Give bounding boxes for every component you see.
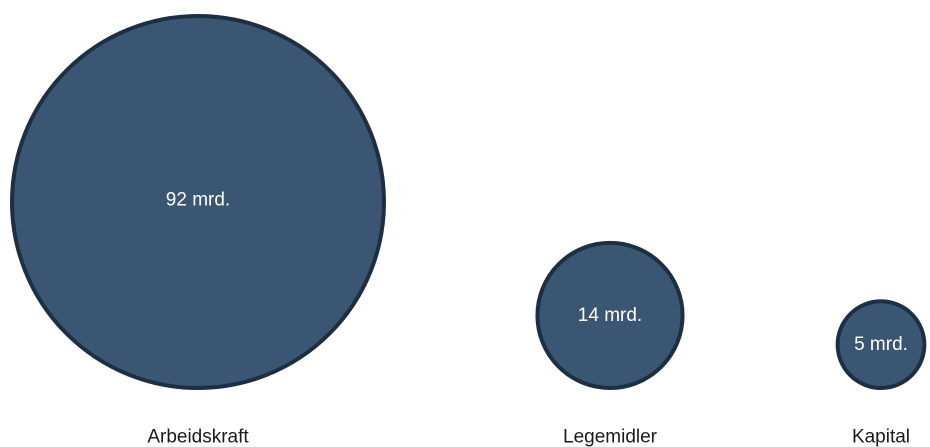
bubble-legemidler: [535, 240, 685, 391]
bubble-group: 14 mrd. Legemidler: [535, 240, 685, 447]
bubble-kapital: [835, 299, 927, 390]
bubble-group: 5 mrd. Kapital: [835, 299, 927, 447]
value-label-kapital: 5 mrd.: [854, 334, 908, 355]
category-label-legemidler: Legemidler: [563, 427, 658, 447]
bubble-arbeidskraft: [10, 14, 386, 390]
category-label-kapital: Kapital: [852, 427, 910, 447]
category-label-arbeidskraft: Arbeidskraft: [147, 427, 249, 447]
value-label-arbeidskraft: 92 mrd.: [166, 190, 230, 211]
bubble-group: 92 mrd. Arbeidskraft: [10, 14, 386, 447]
value-label-legemidler: 14 mrd.: [578, 305, 642, 326]
